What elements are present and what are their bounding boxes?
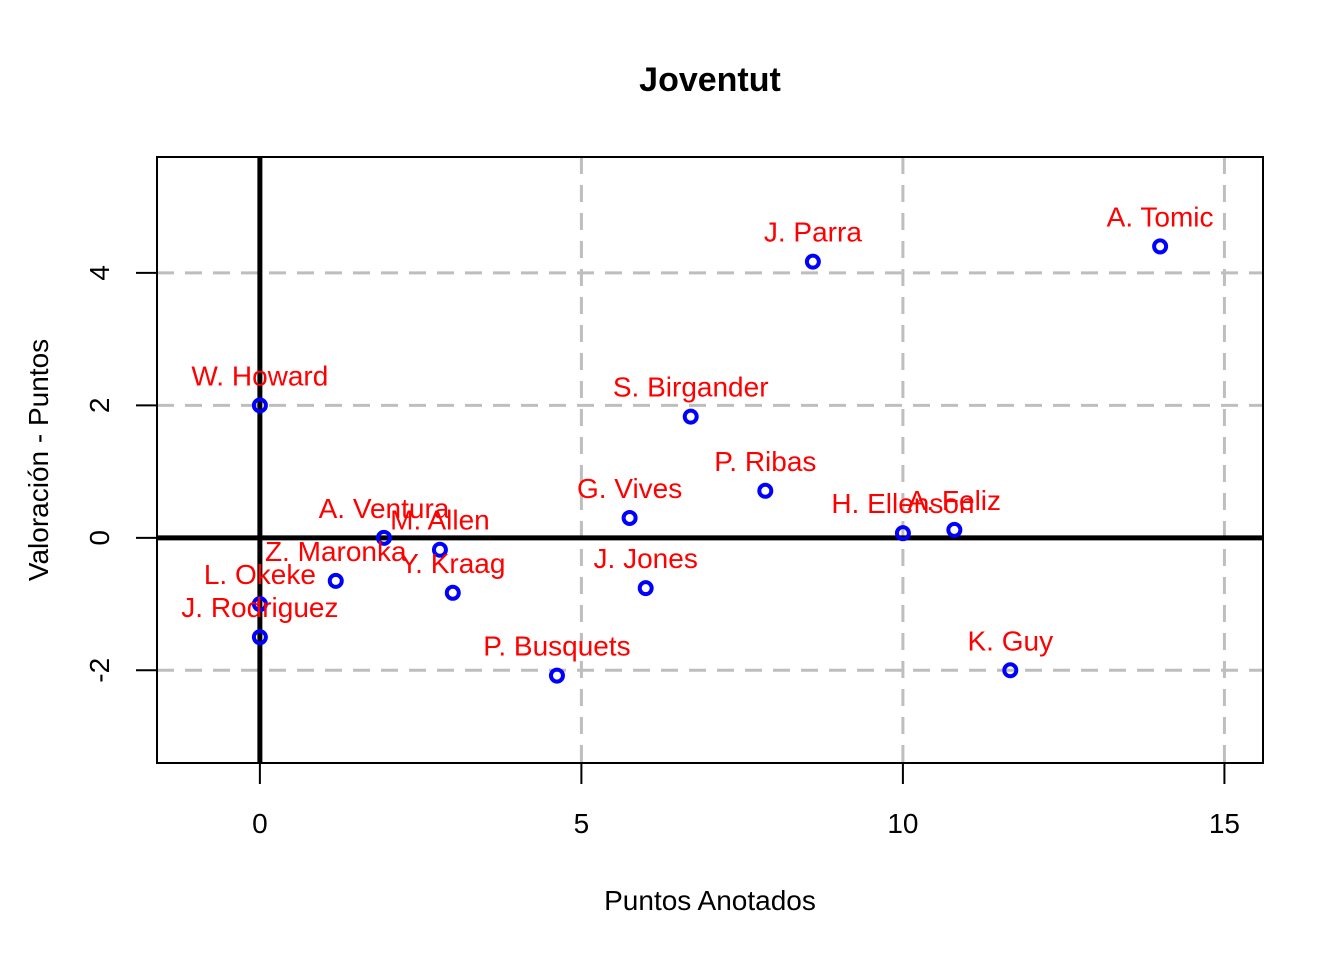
data-point [804,253,821,270]
data-point [251,596,268,613]
x-tick-label: 15 [1209,808,1240,839]
data-point [251,397,268,414]
y-axis: -2 0 2 4 [84,265,157,683]
point-label: A. Feliz [908,485,1001,516]
data-point [327,572,344,589]
chart-title: Joventut [639,61,781,99]
data-point [251,629,268,646]
point-label: M. Allen [390,505,490,536]
y-axis-label: Valoración - Puntos [23,339,54,581]
x-tick-label: 10 [887,808,918,839]
point-label: P. Busquets [483,631,630,662]
plot-frame [156,156,1264,764]
point-label: L. Okeke [204,559,316,590]
data-point [431,541,448,558]
point-label: A. Tomic [1107,201,1214,232]
data-points [251,238,1169,684]
x-tick-label: 0 [252,808,268,839]
data-point [548,667,565,684]
data-point [682,408,699,425]
data-point [1152,238,1169,255]
point-label: S. Birgander [613,372,769,403]
data-point [894,525,911,542]
reference-lines [157,157,1263,763]
point-label: J. Parra [764,217,862,248]
point-label: H. Ellenson [831,488,974,519]
x-axis-label: Puntos Anotados [604,885,816,916]
point-label: K. Guy [967,625,1053,656]
point-label: J. Rodriguez [181,592,338,623]
data-point [1002,662,1019,679]
data-point [946,521,963,538]
point-label: W. Howard [191,360,328,391]
point-label: G. Vives [577,473,682,504]
data-point [757,482,774,499]
data-point [621,509,638,526]
y-tick-label: 0 [84,530,115,546]
x-tick-label: 5 [574,808,590,839]
point-label: Z. Maronka [265,536,407,567]
point-label: P. Ribas [714,446,816,477]
x-axis: 0 5 10 15 [252,763,1240,839]
point-label: A. Ventura [319,493,450,524]
point-label: J. Jones [594,543,698,574]
data-point [375,529,392,546]
data-point [444,584,461,601]
y-tick-label: 2 [84,398,115,414]
y-tick-label: 4 [84,265,115,281]
y-tick-label: -2 [84,658,115,683]
point-labels: A. Tomic J. Parra W. Howard S. Birgander P. … [181,201,1213,661]
point-label: Y. Kraag [400,548,505,579]
data-point [637,580,654,597]
